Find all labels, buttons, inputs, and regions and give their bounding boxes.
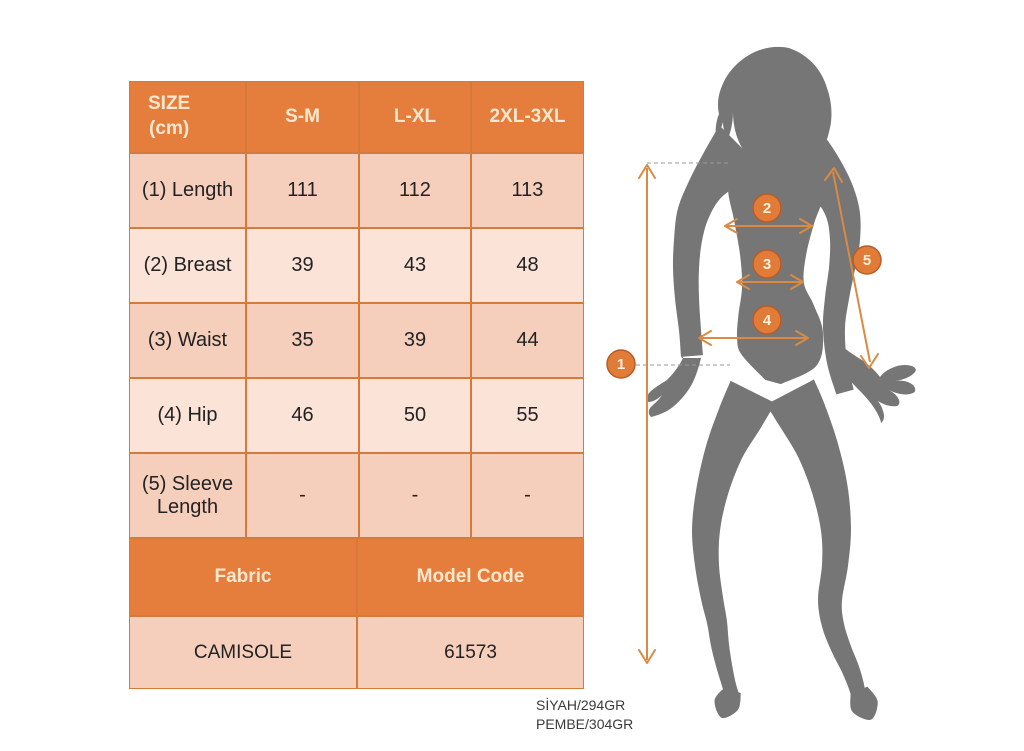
svg-text:5: 5 bbox=[863, 252, 871, 269]
svg-text:1: 1 bbox=[617, 356, 625, 373]
svg-text:4: 4 bbox=[763, 312, 772, 329]
svg-text:3: 3 bbox=[763, 256, 771, 273]
svg-text:2: 2 bbox=[763, 200, 771, 217]
